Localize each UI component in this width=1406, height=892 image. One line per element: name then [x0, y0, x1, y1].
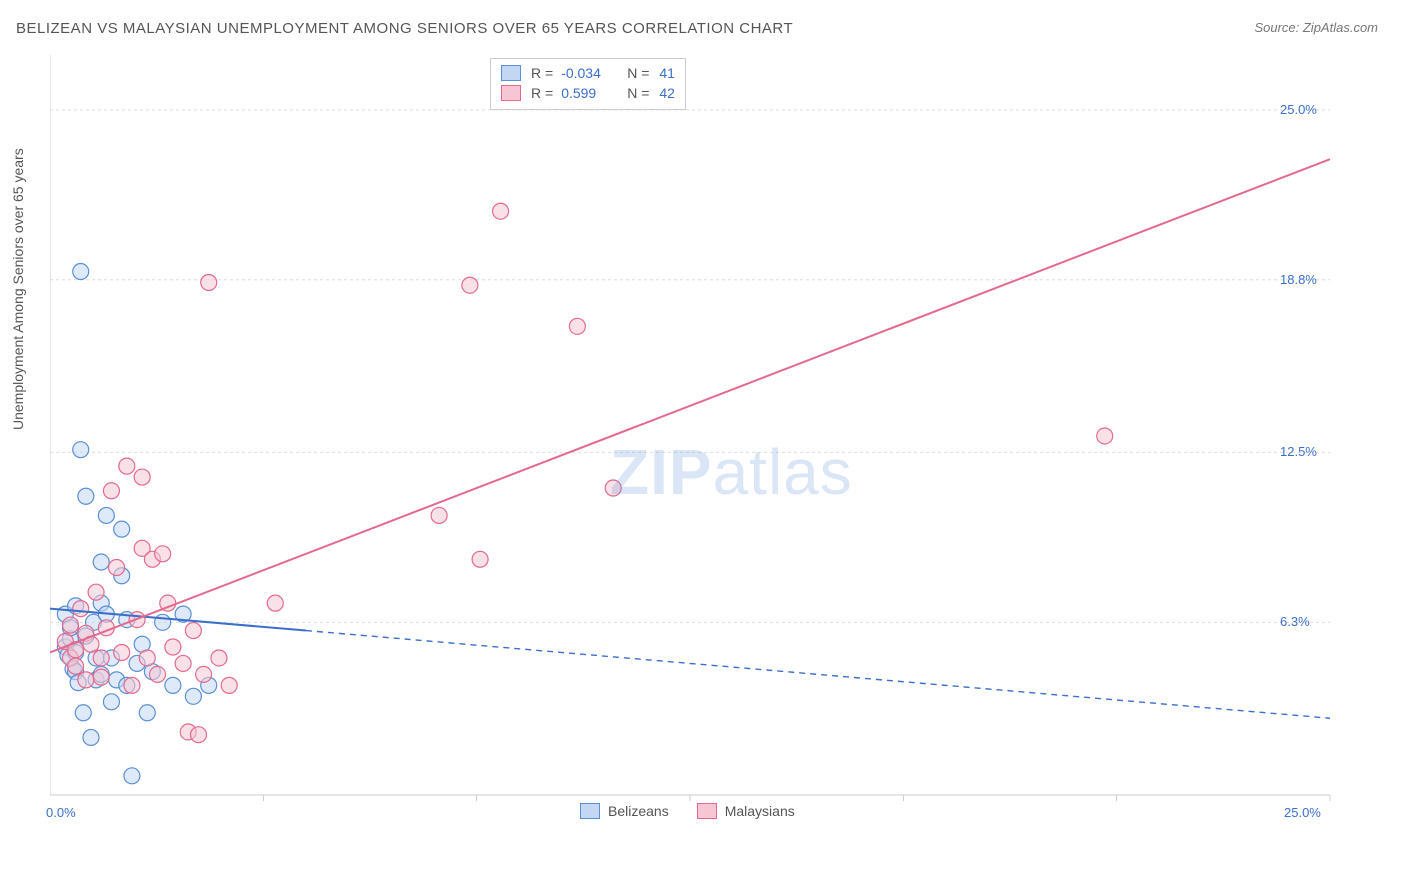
r-label: R =: [531, 65, 553, 81]
legend-text: Belizeans: [608, 803, 669, 819]
correlation-legend: R = -0.034 N = 41 R = 0.599 N = 42: [490, 58, 686, 110]
scatter-chart: [50, 55, 1370, 825]
legend-swatch: [501, 65, 521, 81]
n-label: N =: [627, 85, 649, 101]
legend-item: Malaysians: [697, 803, 795, 819]
chart-title: BELIZEAN VS MALAYSIAN UNEMPLOYMENT AMONG…: [16, 20, 793, 37]
source-label: Source: ZipAtlas.com: [1254, 20, 1378, 35]
legend-row: R = -0.034 N = 41: [501, 63, 675, 83]
series-legend: Belizeans Malaysians: [580, 803, 795, 819]
legend-swatch: [580, 803, 600, 819]
r-value: 0.599: [561, 85, 611, 101]
r-value: -0.034: [561, 65, 611, 81]
y-tick-label: 18.8%: [1280, 272, 1317, 287]
legend-swatch: [697, 803, 717, 819]
legend-text: Malaysians: [725, 803, 795, 819]
x-tick-label: 0.0%: [46, 805, 76, 820]
y-tick-label: 12.5%: [1280, 444, 1317, 459]
legend-swatch: [501, 85, 521, 101]
y-tick-label: 25.0%: [1280, 102, 1317, 117]
y-axis-label: Unemployment Among Seniors over 65 years: [10, 148, 26, 430]
n-value: 42: [659, 85, 675, 101]
x-tick-label: 25.0%: [1284, 805, 1321, 820]
n-label: N =: [627, 65, 649, 81]
chart-area: ZIPatlas R =-0.034N =41R =0.599N =42 Bel…: [50, 55, 1370, 825]
y-tick-label: 6.3%: [1280, 614, 1310, 629]
legend-item: Belizeans: [580, 803, 669, 819]
legend-row: R = 0.599 N = 42: [501, 83, 675, 103]
r-label: R =: [531, 85, 553, 101]
n-value: 41: [659, 65, 675, 81]
